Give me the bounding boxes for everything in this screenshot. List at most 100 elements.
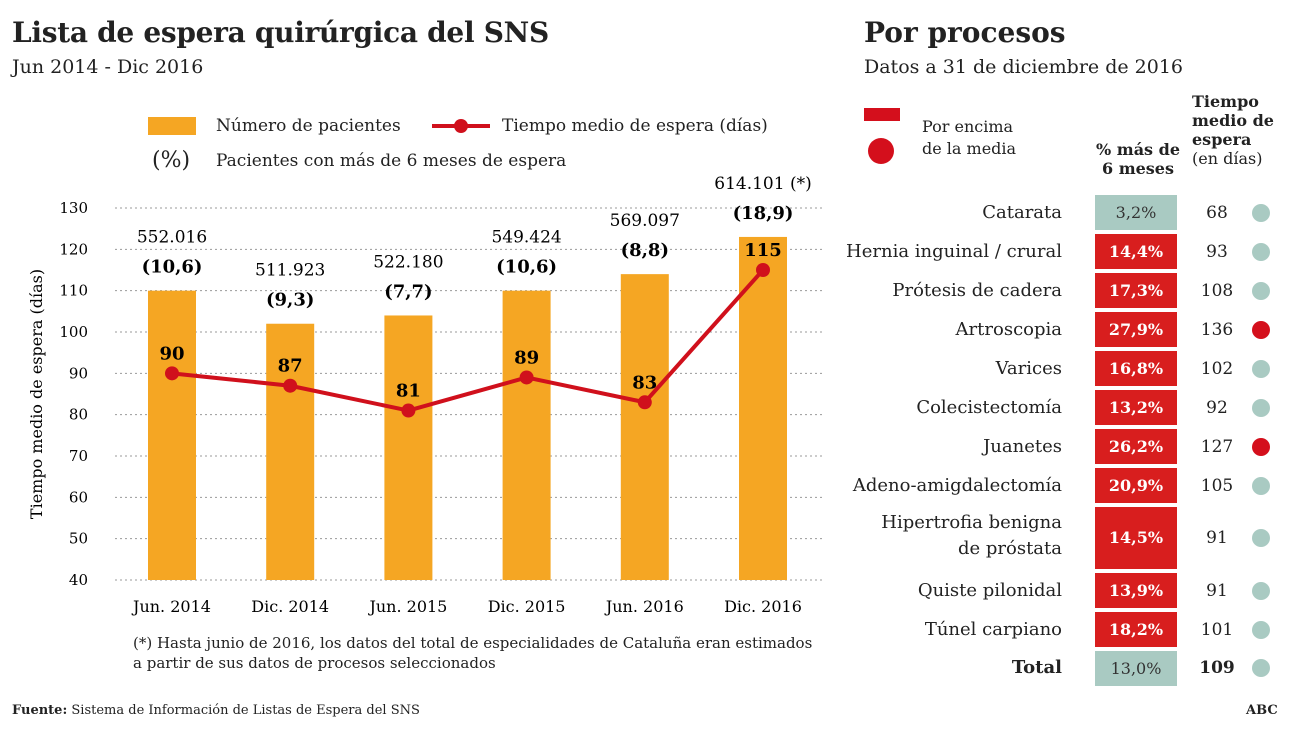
pct-cell: 13,9% <box>1095 573 1177 608</box>
pct-cell: 27,9% <box>1095 312 1177 347</box>
process-row: Hernia inguinal / crural 14,4% 93 <box>840 234 1280 269</box>
pct-cell: 20,9% <box>1095 468 1177 503</box>
legend-above-swatch-bar <box>864 108 900 121</box>
right-subtitle: Datos a 31 de diciembre de 2016 <box>864 56 1184 78</box>
data-label-pct: (7,7) <box>384 281 432 302</box>
process-label-line-1: Hipertrofia benigna <box>881 512 1062 533</box>
line-point <box>401 403 416 418</box>
indicator-dot <box>1252 359 1270 378</box>
days-value: 93 <box>1206 241 1228 262</box>
col-header-days-line-2: medio de <box>1192 111 1274 130</box>
indicator-dot <box>1252 281 1270 300</box>
process-row: Juanetes 26,2% 127 <box>840 429 1280 464</box>
y-tick-label: 110 <box>59 282 88 300</box>
days-value: 102 <box>1200 358 1234 379</box>
x-tick-label: Dic. 2014 <box>251 597 329 616</box>
brand-logo: ABC <box>1246 703 1278 718</box>
legend-above-line-1: Por encima <box>922 117 1014 136</box>
pct-cell: 26,2% <box>1095 429 1177 464</box>
process-row: Colecistectomía 13,2% 92 <box>840 390 1280 425</box>
col-header-days-line-4: (en días) <box>1192 149 1263 168</box>
days-value: 105 <box>1200 475 1234 496</box>
series-line-waiting-time <box>171 268 765 413</box>
line-point <box>756 263 770 277</box>
indicator-dot <box>1252 320 1270 339</box>
days-value: 92 <box>1206 397 1228 418</box>
data-label-days: 87 <box>278 356 303 377</box>
line-point <box>519 370 534 385</box>
y-tick-label: 50 <box>69 530 88 548</box>
line-point <box>637 395 652 410</box>
process-row: Túnel carpiano 18,2% 101 <box>840 612 1280 647</box>
days-value: 91 <box>1206 580 1228 601</box>
col-header-days: Tiempo medio de espera (en días) <box>1192 92 1284 168</box>
right-title: Por procesos <box>864 16 1066 49</box>
process-label: Adeno-amigdalectomía <box>852 474 1062 496</box>
process-label: Quiste pilonidal <box>917 579 1062 601</box>
bar <box>266 323 315 580</box>
y-tick-label: 60 <box>69 488 88 506</box>
y-tick-label: 80 <box>69 406 88 424</box>
line-point <box>165 366 179 381</box>
data-label-patients: 522.180 <box>373 252 443 272</box>
source-label: Fuente: <box>12 703 68 718</box>
process-row: Hipertrofia benigna de próstata 14,5% 91 <box>840 507 1280 569</box>
process-label: Artroscopia <box>955 318 1062 340</box>
source-text: Sistema de Información de Listas de Espe… <box>67 703 420 718</box>
legend-above-line-2: de la media <box>922 139 1017 158</box>
data-label-days: 83 <box>632 372 657 393</box>
data-label-days: 81 <box>396 381 421 402</box>
legend-pct-symbol: (%) <box>152 148 191 173</box>
data-label-pct: (10,6) <box>496 257 557 278</box>
bar <box>620 274 669 580</box>
data-label-pct: (18,9) <box>733 203 794 224</box>
indicator-dot <box>1252 620 1270 639</box>
process-row: Prótesis de cadera 17,3% 108 <box>840 273 1280 308</box>
data-label-days: 115 <box>744 240 782 261</box>
footnote-line-1: (*) Hasta junio de 2016, los datos del t… <box>133 634 813 652</box>
process-label: Hipertrofia benigna de próstata <box>881 510 1062 562</box>
indicator-dot <box>1252 476 1270 495</box>
process-row: Adeno-amigdalectomía 20,9% 105 <box>840 468 1280 503</box>
days-value: 91 <box>1206 528 1228 548</box>
process-row: Catarata 3,2% 68 <box>840 195 1280 230</box>
data-label-days: 90 <box>159 343 184 364</box>
process-row: Artroscopia 27,9% 136 <box>840 312 1280 347</box>
data-label-days: 89 <box>514 347 539 368</box>
data-label-patients: 549.424 <box>491 228 561 248</box>
x-tick-label: Jun. 2015 <box>367 597 447 616</box>
legend-above-swatch-dot <box>868 138 894 164</box>
bar <box>739 236 787 580</box>
pct-cell: 16,8% <box>1095 351 1177 386</box>
legend-line-label: Tiempo medio de espera (días) <box>502 116 768 136</box>
bar-line-chart: 40 50 60 70 80 90 100 110 120 130 Tiempo medio de … <box>27 174 822 616</box>
x-tick-label: Jun. 2016 <box>604 597 684 616</box>
days-value: 127 <box>1200 436 1234 457</box>
process-row: Quiste pilonidal 13,9% 91 <box>840 573 1280 608</box>
y-tick-label: 120 <box>59 240 88 258</box>
indicator-dot <box>1252 203 1270 222</box>
y-tick-label: 90 <box>69 364 88 382</box>
indicator-dot <box>1252 581 1270 600</box>
pct-cell: 18,2% <box>1095 612 1177 647</box>
days-value: 136 <box>1200 319 1234 340</box>
bar <box>384 315 433 580</box>
data-label-pct: (8,8) <box>621 240 669 261</box>
days-value: 68 <box>1206 202 1228 223</box>
y-tick-label: 130 <box>59 199 88 217</box>
pct-cell: 14,4% <box>1095 234 1177 269</box>
chart-subtitle: Jun 2014 - Dic 2016 <box>12 56 204 78</box>
bar <box>502 290 551 580</box>
days-value: 108 <box>1200 280 1234 301</box>
process-label: Catarata <box>982 201 1062 223</box>
indicator-dot <box>1252 398 1270 417</box>
col-header-days-line-1: Tiempo <box>1192 92 1259 111</box>
pct-cell: 17,3% <box>1095 273 1177 308</box>
process-label: Varices <box>995 357 1062 379</box>
indicator-dot <box>1252 437 1270 456</box>
bar <box>148 290 196 580</box>
y-tick-label: 70 <box>69 447 88 465</box>
y-tick-label: 40 <box>69 571 88 589</box>
pct-cell: 13,2% <box>1095 390 1177 425</box>
total-pct-cell: 13,0% <box>1095 651 1177 686</box>
